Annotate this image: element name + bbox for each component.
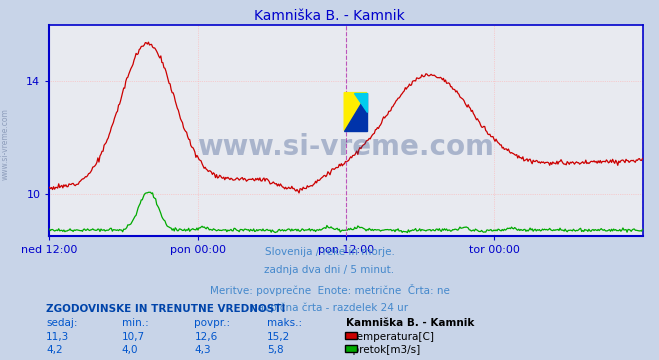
Text: Slovenija / reke in morje.: Slovenija / reke in morje. — [264, 247, 395, 257]
Text: min.:: min.: — [122, 318, 149, 328]
Text: zadnja dva dni / 5 minut.: zadnja dva dni / 5 minut. — [264, 265, 395, 275]
Text: 4,0: 4,0 — [122, 345, 138, 355]
Text: Kamniška B. - Kamnik: Kamniška B. - Kamnik — [346, 318, 474, 328]
Text: maks.:: maks.: — [267, 318, 302, 328]
Polygon shape — [355, 93, 367, 112]
Text: pretok[m3/s]: pretok[m3/s] — [346, 345, 420, 355]
Text: Kamniška B. - Kamnik: Kamniška B. - Kamnik — [254, 9, 405, 23]
Text: 10,7: 10,7 — [122, 332, 145, 342]
Text: Meritve: povprečne  Enote: metrične  Črta: ne: Meritve: povprečne Enote: metrične Črta:… — [210, 284, 449, 296]
Text: 15,2: 15,2 — [267, 332, 290, 342]
Polygon shape — [344, 93, 367, 131]
Text: 11,3: 11,3 — [46, 332, 69, 342]
Text: temperatura[C]: temperatura[C] — [346, 332, 434, 342]
Text: navpična črta - razdelek 24 ur: navpična črta - razdelek 24 ur — [251, 303, 408, 313]
Text: www.si-vreme.com: www.si-vreme.com — [1, 108, 10, 180]
Text: 4,3: 4,3 — [194, 345, 211, 355]
Polygon shape — [344, 93, 367, 131]
Text: 12,6: 12,6 — [194, 332, 217, 342]
Text: povpr.:: povpr.: — [194, 318, 231, 328]
Text: www.si-vreme.com: www.si-vreme.com — [198, 133, 494, 161]
Text: sedaj:: sedaj: — [46, 318, 78, 328]
Text: 5,8: 5,8 — [267, 345, 283, 355]
Text: 4,2: 4,2 — [46, 345, 63, 355]
Text: ZGODOVINSKE IN TRENUTNE VREDNOSTI: ZGODOVINSKE IN TRENUTNE VREDNOSTI — [46, 304, 285, 314]
